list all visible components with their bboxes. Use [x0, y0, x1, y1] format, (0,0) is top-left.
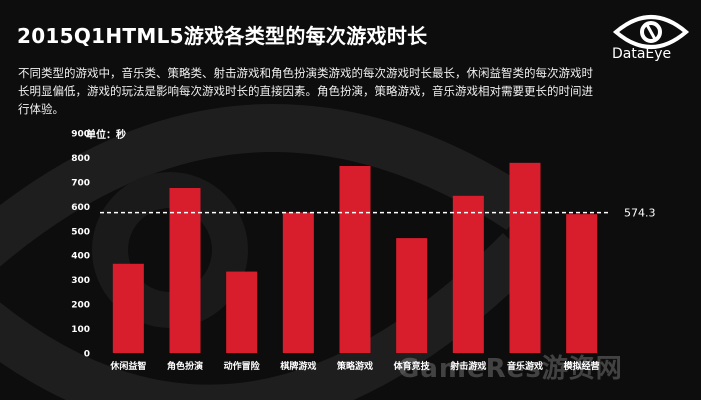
dataeye-logo-icon	[612, 15, 690, 49]
x-tick-label: 策略游戏	[336, 360, 373, 372]
x-tick-label: 音乐游戏	[507, 360, 543, 372]
y-tick-label: 200	[71, 301, 90, 311]
average-value-label: 574.3	[624, 207, 656, 220]
y-tick-label: 900	[71, 130, 90, 140]
bar-6	[396, 238, 428, 353]
x-tick-label: 模拟经营	[564, 360, 600, 372]
y-tick-label: 700	[71, 178, 90, 188]
y-axis-unit-label: 单位：秒	[86, 130, 126, 141]
y-tick-label: 300	[71, 276, 90, 286]
page-title: 2015Q1HTML5游戏各类型的每次游戏时长	[17, 24, 428, 48]
bar-4	[282, 212, 314, 353]
y-tick-label: 800	[71, 154, 90, 164]
x-tick-label: 动作冒险	[224, 360, 261, 372]
bar-1	[112, 263, 144, 353]
watermark: GameRes游资网	[398, 354, 623, 384]
bar-8	[509, 162, 541, 353]
page-description: 不同类型的游戏中，音乐类、策略类、射击游戏和角色扮演类游戏的每次游戏时长最长，休…	[18, 66, 593, 116]
y-tick-label: 100	[71, 325, 90, 335]
y-tick-label: 400	[71, 252, 90, 262]
bar-7	[452, 195, 484, 353]
bar-5	[339, 166, 371, 353]
x-tick-label: 射击游戏	[449, 360, 486, 372]
x-tick-label: 棋牌游戏	[279, 360, 316, 372]
x-tick-label: 休闲益智	[109, 360, 146, 372]
y-tick-label: 500	[71, 227, 90, 237]
x-tick-label: 角色扮演	[167, 360, 203, 372]
x-tick-label: 体育竞技	[394, 360, 431, 372]
bar-9	[566, 214, 598, 353]
y-tick-label: 600	[71, 203, 90, 213]
bar-3	[226, 271, 258, 353]
logo-text: DataEye	[612, 46, 672, 62]
y-tick-label: 0	[84, 350, 90, 360]
bar-2	[169, 188, 201, 353]
